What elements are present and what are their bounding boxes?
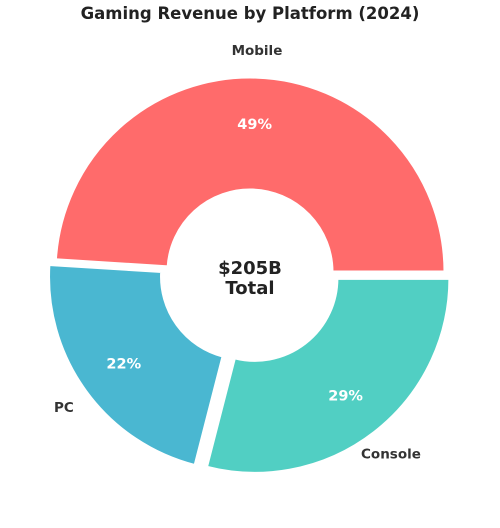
slice-pc <box>47 262 225 468</box>
center-total-value: $205B <box>218 258 282 279</box>
chart-title: Gaming Revenue by Platform (2024) <box>81 4 420 23</box>
category-label-pc: PC <box>54 400 74 416</box>
slice-console <box>204 276 452 475</box>
percent-label-console: 29% <box>328 388 363 404</box>
percent-label-pc: 22% <box>106 357 141 373</box>
donut-slices <box>47 75 452 475</box>
category-label-console: Console <box>361 447 421 463</box>
category-label-mobile: Mobile <box>232 43 283 59</box>
center-total-caption: Total <box>225 278 274 299</box>
donut-labels: 49% Mobile 22% PC 29% Console <box>54 43 421 463</box>
slice-mobile <box>53 75 447 274</box>
percent-label-mobile: 49% <box>237 117 272 133</box>
